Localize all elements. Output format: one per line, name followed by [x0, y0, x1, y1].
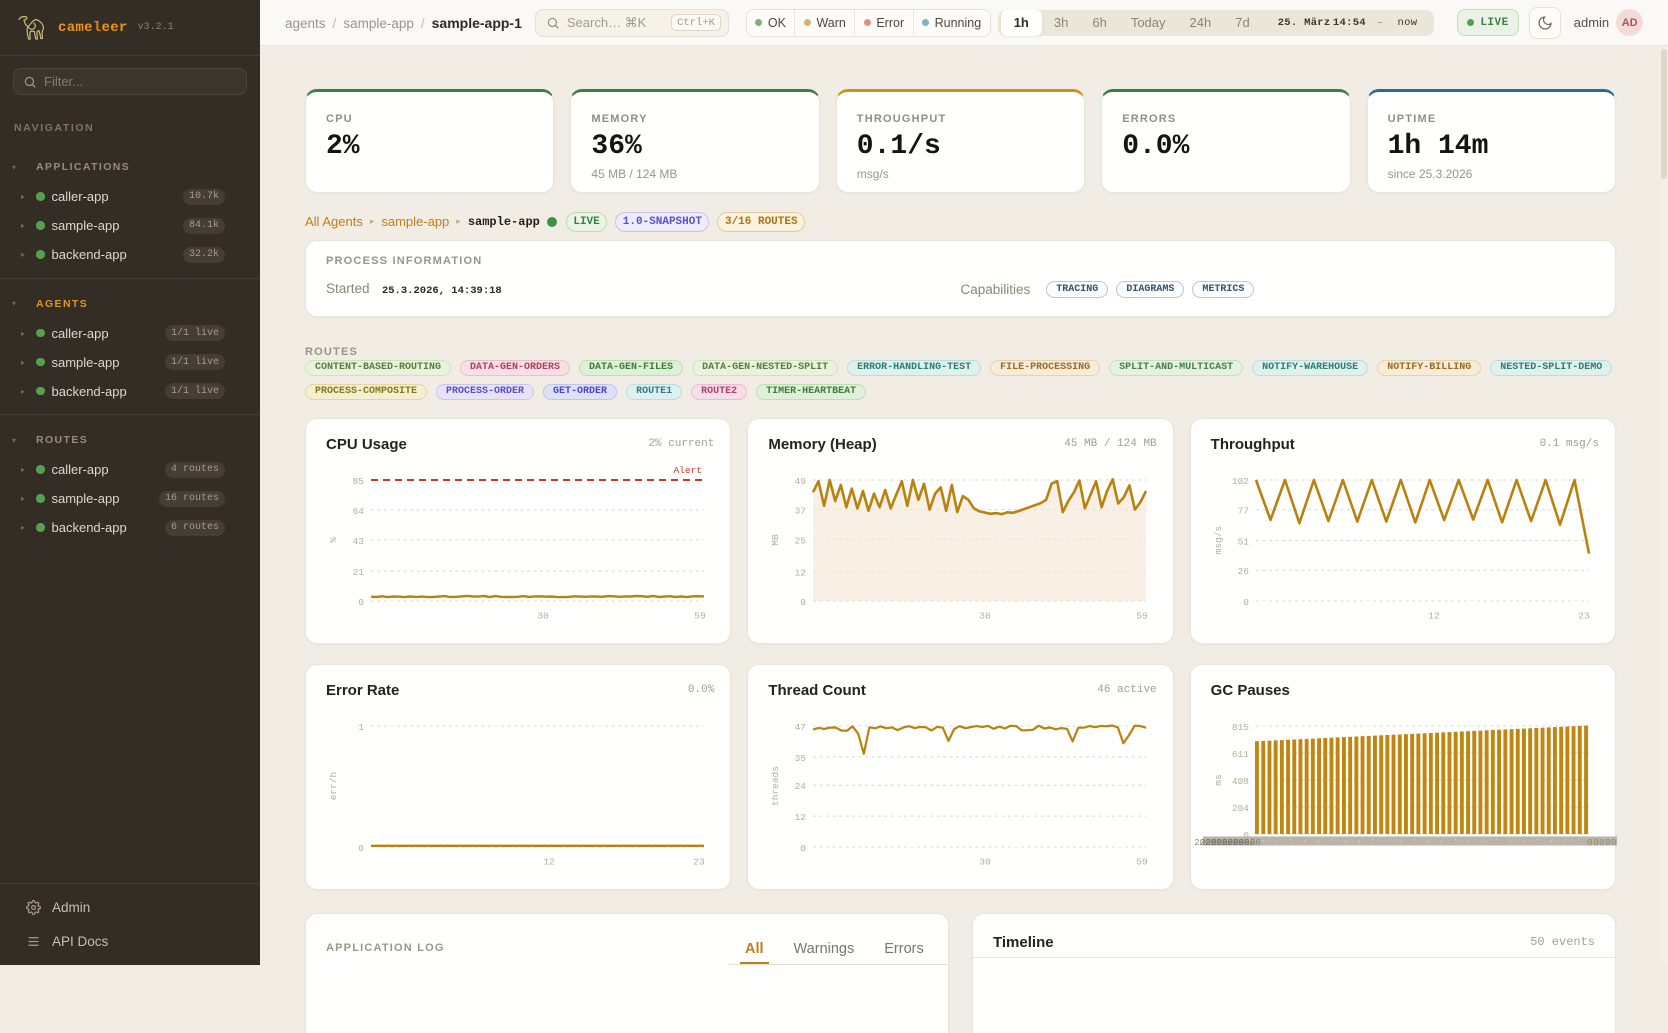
- svg-text:12: 12: [795, 567, 807, 578]
- svg-text:0: 0: [801, 843, 807, 854]
- svg-text:0: 0: [1611, 837, 1617, 848]
- svg-text:2026: 2026: [1199, 837, 1222, 848]
- svg-text:26: 26: [1237, 566, 1249, 577]
- svg-text:threads: threads: [770, 766, 781, 806]
- svg-text:12: 12: [1428, 610, 1440, 621]
- svg-text:12: 12: [543, 856, 555, 867]
- svg-text:0: 0: [1587, 837, 1593, 848]
- svg-text:77: 77: [1237, 506, 1248, 517]
- svg-text:51: 51: [1237, 536, 1249, 547]
- svg-text:2026: 2026: [1227, 837, 1250, 848]
- svg-text:21: 21: [353, 567, 365, 578]
- svg-text:37: 37: [795, 505, 806, 516]
- svg-text:Alert: Alert: [673, 465, 702, 476]
- svg-text:30: 30: [980, 610, 992, 621]
- svg-text:2026: 2026: [1232, 837, 1255, 848]
- svg-text:59: 59: [694, 610, 706, 621]
- svg-text:64: 64: [353, 506, 365, 517]
- svg-text:0: 0: [801, 597, 807, 608]
- svg-text:2026: 2026: [1210, 837, 1233, 848]
- svg-text:25: 25: [795, 535, 807, 546]
- svg-text:2026: 2026: [1221, 837, 1244, 848]
- svg-text:815: 815: [1232, 722, 1249, 733]
- svg-text:611: 611: [1232, 749, 1249, 760]
- svg-text:204: 204: [1232, 803, 1249, 814]
- svg-text:408: 408: [1232, 776, 1249, 787]
- svg-text:msg/s: msg/s: [1213, 526, 1224, 555]
- svg-text:85: 85: [353, 476, 365, 487]
- svg-text:47: 47: [795, 722, 806, 733]
- svg-text:err/h: err/h: [328, 772, 339, 801]
- svg-text:2026: 2026: [1216, 837, 1239, 848]
- svg-text:23: 23: [693, 856, 705, 867]
- svg-text:49: 49: [795, 476, 807, 487]
- svg-text:1: 1: [358, 722, 364, 733]
- svg-text:30: 30: [537, 610, 549, 621]
- svg-text:MB: MB: [770, 534, 781, 546]
- svg-text:59: 59: [1137, 856, 1149, 867]
- svg-text:0: 0: [358, 597, 364, 608]
- svg-text:0: 0: [358, 843, 364, 854]
- svg-text:12: 12: [795, 812, 807, 823]
- svg-text:35: 35: [795, 753, 807, 764]
- svg-text:23: 23: [1578, 610, 1590, 621]
- svg-text:2026: 2026: [1205, 837, 1228, 848]
- svg-text:30: 30: [980, 856, 992, 867]
- svg-text:24: 24: [795, 781, 807, 792]
- svg-text:59: 59: [1137, 610, 1149, 621]
- svg-text:102: 102: [1232, 476, 1249, 487]
- svg-text:0: 0: [1243, 830, 1249, 841]
- svg-text:43: 43: [353, 536, 365, 547]
- svg-text:0: 0: [1605, 837, 1611, 848]
- svg-text:ms: ms: [1213, 774, 1224, 785]
- svg-text:0: 0: [1593, 837, 1599, 848]
- svg-text:0: 0: [1599, 837, 1605, 848]
- svg-text:2026: 2026: [1194, 837, 1217, 848]
- svg-text:%: %: [328, 537, 339, 543]
- svg-text:0: 0: [1243, 597, 1249, 608]
- svg-text:2026: 2026: [1238, 837, 1261, 848]
